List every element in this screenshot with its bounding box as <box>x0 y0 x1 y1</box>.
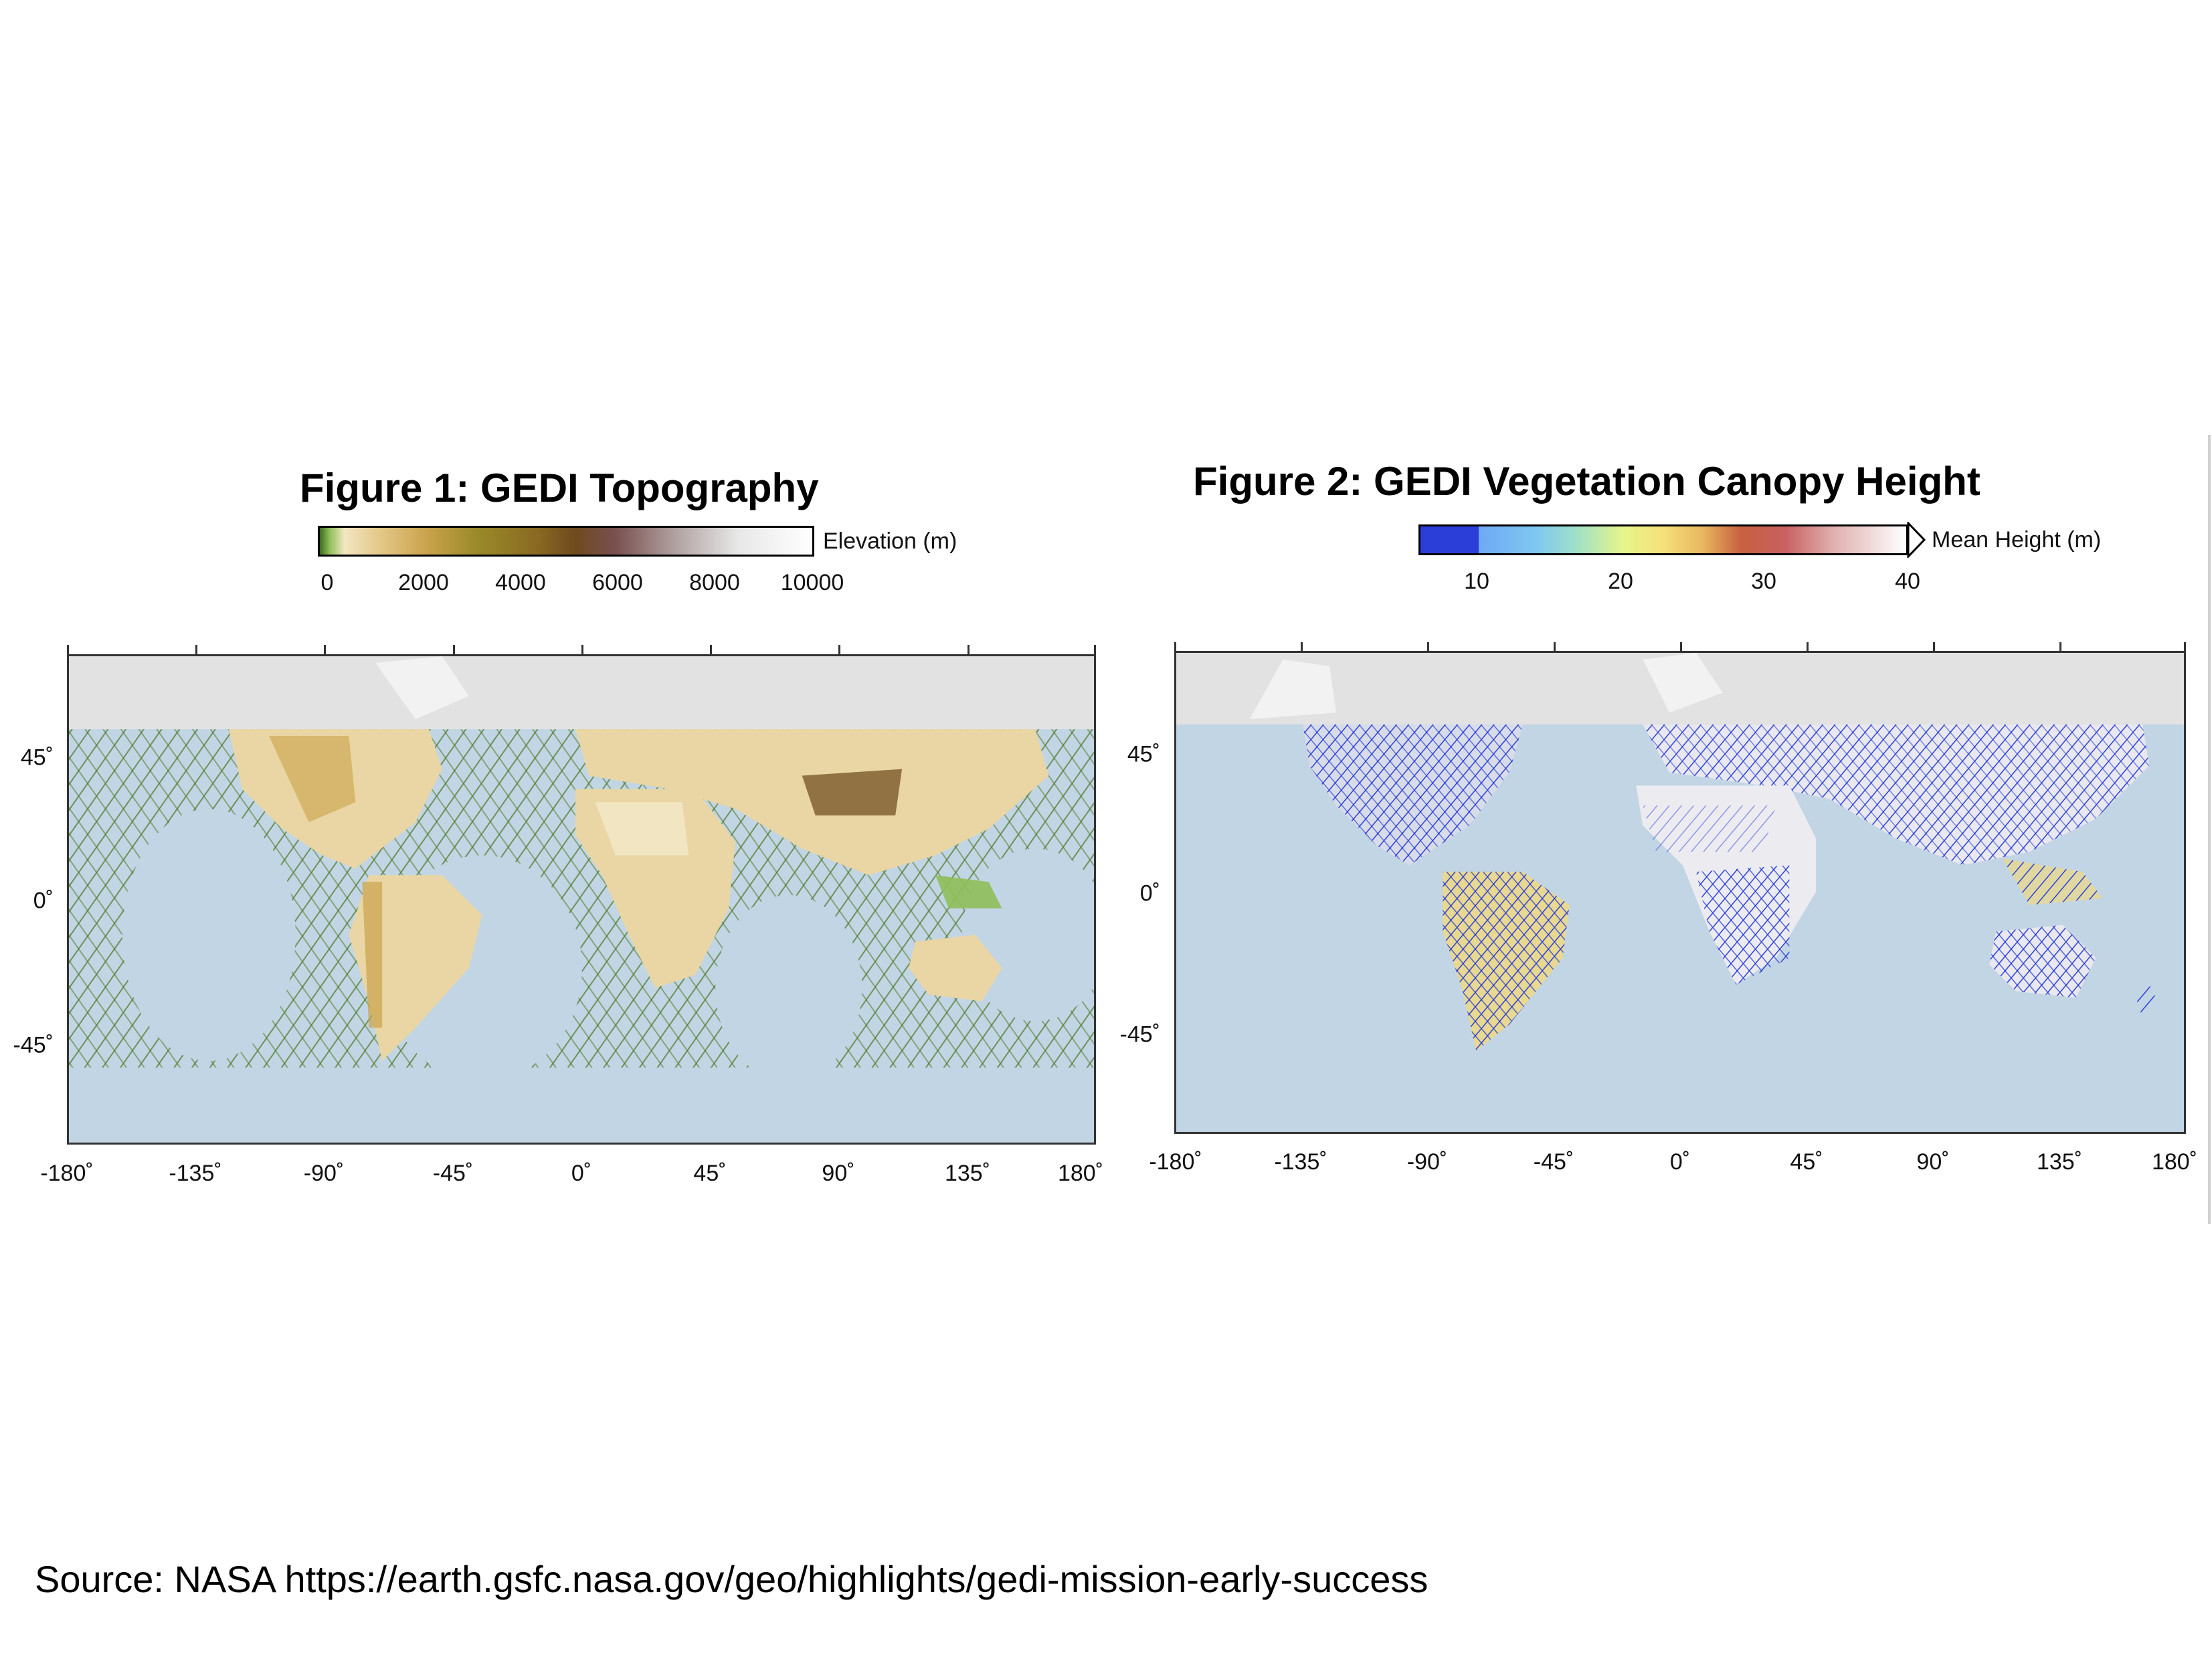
figure1-colorbar <box>318 526 814 557</box>
x-tick-label: 90˚ <box>1916 1149 1950 1175</box>
figure1-colorbar-label: Elevation (m) <box>823 528 957 554</box>
colorbar-tick-label: 10 <box>1464 569 1489 594</box>
colorbar-tick-label: 8000 <box>689 570 740 595</box>
x-tick-label: 135˚ <box>2036 1149 2083 1175</box>
colorbar-tick-label: 40 <box>1895 569 1920 594</box>
y-tick-label: 45˚ <box>20 745 54 771</box>
figure2-colorbar <box>1418 524 1908 555</box>
figure1-map-graphic <box>69 656 1094 1143</box>
x-tick-label: 0˚ <box>571 1161 592 1186</box>
x-tick-label: 0˚ <box>1669 1149 1691 1175</box>
x-tick-label: -180˚ <box>40 1161 94 1186</box>
x-tick-label: -135˚ <box>169 1161 222 1186</box>
colorbar-tick-label: 10000 <box>780 570 844 595</box>
y-tick-label: 45˚ <box>1127 741 1160 767</box>
figure2-title: Figure 2: GEDI Vegetation Canopy Height <box>1193 459 1980 504</box>
figure1-map <box>67 654 1096 1145</box>
x-tick-label: -180˚ <box>1149 1149 1202 1175</box>
x-tick-label: -90˚ <box>1406 1149 1448 1175</box>
x-tick-label: -45˚ <box>1533 1149 1574 1175</box>
eurasia-canopy <box>1643 724 2150 866</box>
figure2-colorbar-label: Mean Height (m) <box>1932 527 2102 553</box>
page-edge-divider <box>2208 435 2211 1224</box>
australia-canopy <box>1989 924 2096 998</box>
x-tick-label: 45˚ <box>1790 1149 1823 1175</box>
x-tick-label: -135˚ <box>1274 1149 1327 1175</box>
figure2-map-graphic <box>1176 653 2184 1052</box>
colorbar-tick-label: 4000 <box>495 570 546 595</box>
colorbar-tick-label: 30 <box>1751 569 1776 594</box>
figure2-map <box>1174 651 2186 1134</box>
ocean-gap <box>122 809 296 1062</box>
colorbar-extend-arrow <box>1907 522 1926 558</box>
figure1-title: Figure 1: GEDI Topography <box>300 466 819 510</box>
y-tick-label: -45˚ <box>13 1032 54 1058</box>
australia-landmass <box>909 935 1002 1001</box>
x-tick-label: 45˚ <box>693 1161 727 1186</box>
source-citation: Source: NASA https://earth.gsfc.nasa.gov… <box>35 1558 1428 1600</box>
x-tick-label: 180˚ <box>1057 1161 1104 1186</box>
y-tick-label: -45˚ <box>1119 1021 1160 1048</box>
x-tick-label: 90˚ <box>822 1161 855 1186</box>
x-tick-label: 135˚ <box>944 1161 991 1186</box>
colorbar-tick-label: 6000 <box>592 570 643 595</box>
south-america-canopy <box>1443 872 1570 1052</box>
y-tick-label: 0˚ <box>1139 880 1160 906</box>
x-tick-label: -90˚ <box>303 1161 345 1186</box>
colorbar-tick-label: 0 <box>320 570 334 595</box>
ocean-gap <box>715 895 862 1081</box>
unsampled-region <box>69 656 1094 730</box>
colorbar-tick-label: 2000 <box>398 570 449 595</box>
africa-canopy <box>1636 785 1817 985</box>
ocean-south <box>69 1067 1094 1143</box>
x-tick-label: -45˚ <box>432 1161 474 1186</box>
x-tick-label: 180˚ <box>2151 1149 2198 1175</box>
y-tick-label: 0˚ <box>33 888 54 914</box>
north-america-canopy <box>1303 724 1523 866</box>
colorbar-tick-label: 20 <box>1608 569 1633 594</box>
